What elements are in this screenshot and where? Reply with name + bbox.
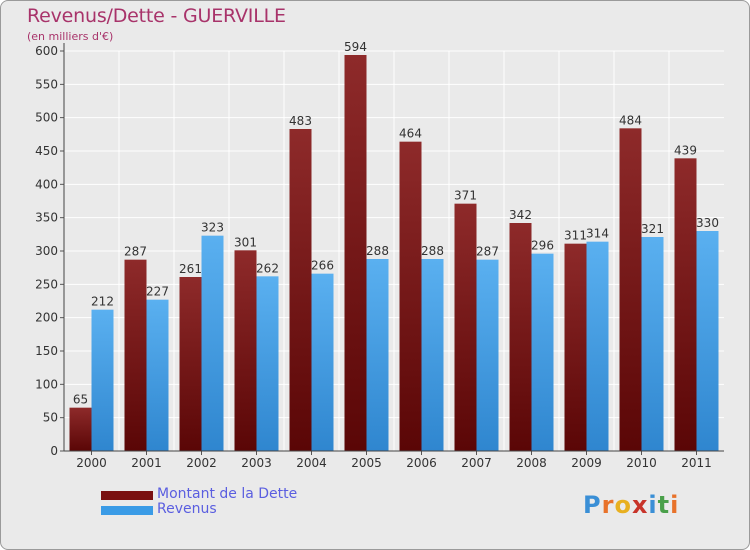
grid — [64, 50, 724, 452]
data-label: 483 — [289, 114, 312, 128]
x-tick-label: 2010 — [626, 456, 657, 470]
logo-letter: t — [657, 491, 671, 519]
proxiti-logo: Proxiti — [583, 491, 679, 519]
axes: 0 50 100 150 200 250 300 350 400 450 500 550 600 2000… — [35, 43, 724, 470]
y-tick-label: 350 — [35, 211, 58, 225]
x-tick-label: 2000 — [76, 456, 107, 470]
y-tick-label: 550 — [35, 77, 58, 91]
bar-revenus — [531, 253, 554, 451]
bar-debt — [619, 128, 642, 451]
data-label: 314 — [586, 227, 609, 241]
data-label: 287 — [476, 245, 499, 259]
data-label: 323 — [201, 221, 224, 235]
y-tick-label: 100 — [35, 377, 58, 391]
data-label: 484 — [619, 113, 642, 127]
x-tick-label: 2004 — [296, 456, 327, 470]
data-label: 439 — [674, 143, 697, 157]
bar-revenus — [421, 259, 444, 451]
bar-revenus — [641, 237, 664, 451]
y-tick-label: 300 — [35, 244, 58, 258]
y-tick-label: 50 — [43, 411, 58, 425]
x-tick-label: 2011 — [681, 456, 712, 470]
bar-revenus — [201, 235, 224, 451]
y-tick-label: 0 — [50, 444, 58, 458]
chart-title: Revenus/Dette - GUERVILLE — [27, 5, 286, 27]
x-tick-label: 2002 — [186, 456, 217, 470]
bar-revenus — [146, 299, 169, 451]
y-tick-label: 250 — [35, 277, 58, 291]
data-label: 266 — [311, 259, 334, 273]
legend-label-revenus: Revenus — [157, 501, 217, 517]
x-tick-label: 2007 — [461, 456, 492, 470]
data-label: 288 — [366, 244, 389, 258]
data-label: 371 — [454, 189, 477, 203]
bar-debt — [454, 203, 477, 451]
y-tick-label: 150 — [35, 344, 58, 358]
data-label: 227 — [146, 285, 169, 299]
data-label: 321 — [641, 222, 664, 236]
data-label: 342 — [509, 208, 532, 222]
bar-debt — [234, 250, 257, 451]
bar-revenus — [311, 273, 334, 451]
bar-revenus — [91, 309, 114, 451]
bar-debt — [289, 129, 312, 451]
data-labels: 65 212 287 227 261 323 301 262 483 266 594 288 464 28… — [73, 40, 719, 407]
data-label: 261 — [179, 262, 202, 276]
bar-debt — [69, 407, 92, 451]
bar-debt — [564, 243, 587, 451]
bar-debt — [124, 259, 147, 451]
x-tick-label: 2009 — [571, 456, 602, 470]
data-label: 212 — [91, 295, 114, 309]
bar-debt — [344, 55, 367, 451]
legend-swatch-debt — [101, 491, 153, 500]
x-tick-label: 2001 — [131, 456, 162, 470]
bar-revenus — [476, 259, 499, 451]
data-label: 296 — [531, 239, 554, 253]
logo-letter: P — [583, 491, 602, 519]
bar-revenus — [586, 241, 609, 451]
logo-letter: i — [670, 491, 680, 519]
bar-debt — [674, 158, 697, 452]
data-label: 311 — [564, 229, 587, 243]
x-tick-label: 2005 — [351, 456, 382, 470]
logo-letter: o — [614, 491, 632, 519]
x-tick-label: 2003 — [241, 456, 272, 470]
y-tick-label: 400 — [35, 177, 58, 191]
bar-revenus — [696, 231, 719, 451]
chart-subtitle: (en milliers d'€) — [27, 30, 114, 43]
bar-revenus — [366, 259, 389, 451]
legend-swatch-revenus — [101, 506, 153, 515]
y-tick-label: 450 — [35, 144, 58, 158]
data-label: 262 — [256, 261, 279, 275]
bar-debt — [399, 141, 422, 451]
bar-debt — [179, 277, 202, 451]
y-tick-label: 200 — [35, 311, 58, 325]
bar-revenus — [256, 276, 279, 451]
logo-letter: x — [631, 491, 649, 519]
logo-letter: i — [648, 491, 658, 519]
y-tick-label: 600 — [35, 44, 58, 58]
data-label: 464 — [399, 127, 422, 141]
data-label: 594 — [344, 40, 367, 54]
bar-debt — [509, 223, 532, 451]
bars — [69, 55, 719, 452]
logo-letter: r — [601, 491, 615, 519]
x-tick-label: 2008 — [516, 456, 547, 470]
data-label: 287 — [124, 245, 147, 259]
y-tick-label: 500 — [35, 111, 58, 125]
data-label: 301 — [234, 235, 257, 249]
x-tick-label: 2006 — [406, 456, 437, 470]
data-label: 330 — [696, 216, 719, 230]
data-label: 65 — [73, 393, 88, 407]
legend-label-debt: Montant de la Dette — [157, 486, 298, 502]
data-label: 288 — [421, 244, 444, 258]
bar-chart: 65 212 287 227 261 323 301 262 483 266 594 288 464 28… — [35, 40, 724, 470]
